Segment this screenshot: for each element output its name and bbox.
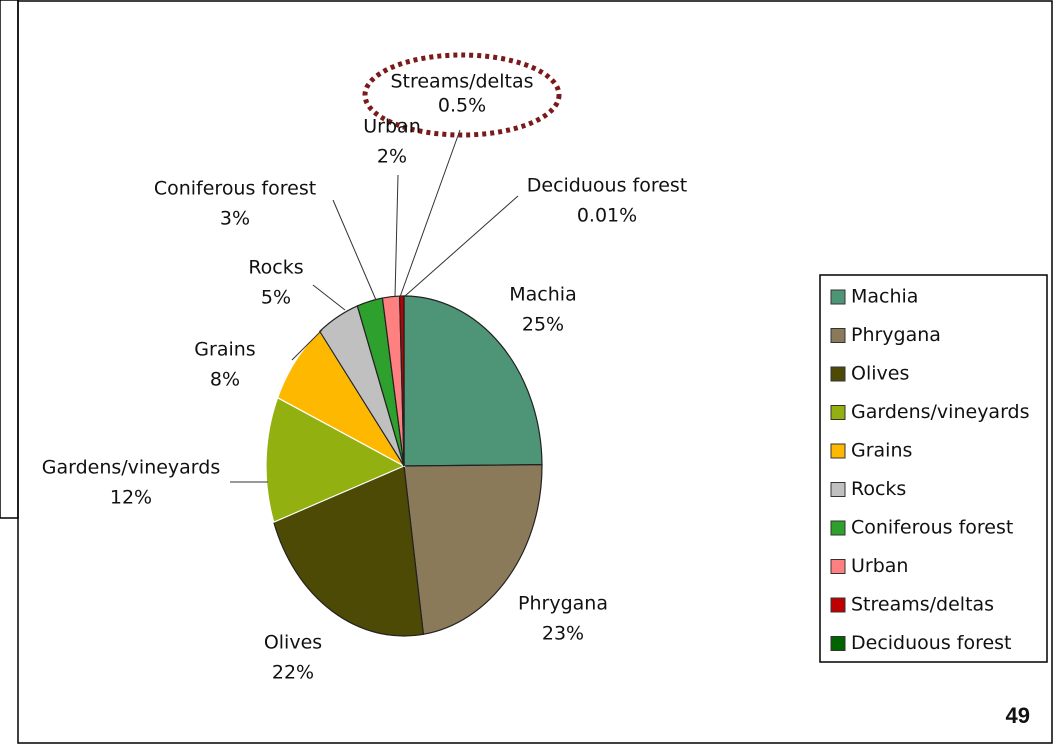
leader-line bbox=[291, 329, 323, 361]
pie-slice bbox=[403, 464, 543, 636]
slice-label: Machia bbox=[509, 284, 576, 306]
slice-value-label: 0.01% bbox=[577, 205, 637, 227]
slice-value-label: 25% bbox=[522, 314, 564, 336]
legend-label: Deciduous forest bbox=[851, 632, 1012, 654]
slice-value-label: 2% bbox=[377, 146, 407, 168]
side-frame bbox=[0, 0, 19, 519]
pie-slice bbox=[273, 465, 425, 637]
slice-label: Deciduous forest bbox=[527, 175, 688, 197]
slice-label: Urban bbox=[363, 116, 420, 138]
slice-label: Phrygana bbox=[518, 593, 608, 615]
legend-box bbox=[819, 274, 1048, 663]
legend-label: Streams/deltas bbox=[851, 594, 994, 616]
legend-label: Coniferous forest bbox=[851, 517, 1013, 539]
slice-label: Olives bbox=[264, 632, 322, 654]
slice-value-label: 0.5% bbox=[438, 95, 486, 117]
legend-swatch bbox=[830, 520, 846, 536]
slice-label: Grains bbox=[194, 339, 255, 361]
leader-line bbox=[394, 174, 399, 298]
slice-value-label: 23% bbox=[542, 623, 584, 645]
legend-swatch bbox=[830, 559, 846, 574]
legend-swatch bbox=[830, 289, 846, 305]
legend-swatch bbox=[830, 405, 846, 420]
slice-value-label: 12% bbox=[110, 487, 152, 509]
legend-swatch bbox=[830, 443, 846, 459]
legend-label: Grains bbox=[851, 440, 912, 462]
slice-value-label: 3% bbox=[220, 208, 250, 230]
frame bbox=[17, 0, 1053, 744]
legend-swatch bbox=[830, 636, 846, 651]
legend-swatch bbox=[830, 597, 846, 613]
legend-swatch bbox=[830, 482, 846, 497]
legend-label: Urban bbox=[851, 555, 908, 577]
leader-line bbox=[399, 129, 461, 298]
slice-label: Rocks bbox=[248, 257, 303, 279]
pie-slice bbox=[403, 295, 543, 467]
slice-value-label: 22% bbox=[272, 662, 314, 684]
slice-value-label: 5% bbox=[261, 287, 291, 309]
slice-label: Streams/deltas bbox=[390, 71, 533, 93]
legend-label: Gardens/vineyards bbox=[851, 401, 1030, 423]
legend-label: Machia bbox=[851, 286, 918, 308]
leader-line bbox=[404, 195, 519, 297]
legend-label: Rocks bbox=[851, 478, 906, 500]
legend-swatch bbox=[830, 366, 846, 382]
legend-label: Phrygana bbox=[851, 324, 941, 346]
legend-swatch bbox=[830, 328, 846, 343]
page-number: 49 bbox=[1006, 703, 1030, 728]
legend-label: Olives bbox=[851, 363, 909, 385]
slice-label: Gardens/vineyards bbox=[42, 457, 221, 479]
highlight-ellipse bbox=[362, 52, 562, 138]
pie-slice bbox=[265, 396, 406, 523]
slice-label: Coniferous forest bbox=[154, 178, 316, 200]
leader-line bbox=[332, 199, 377, 301]
leader-line bbox=[312, 284, 346, 311]
slice-value-label: 8% bbox=[210, 369, 240, 391]
